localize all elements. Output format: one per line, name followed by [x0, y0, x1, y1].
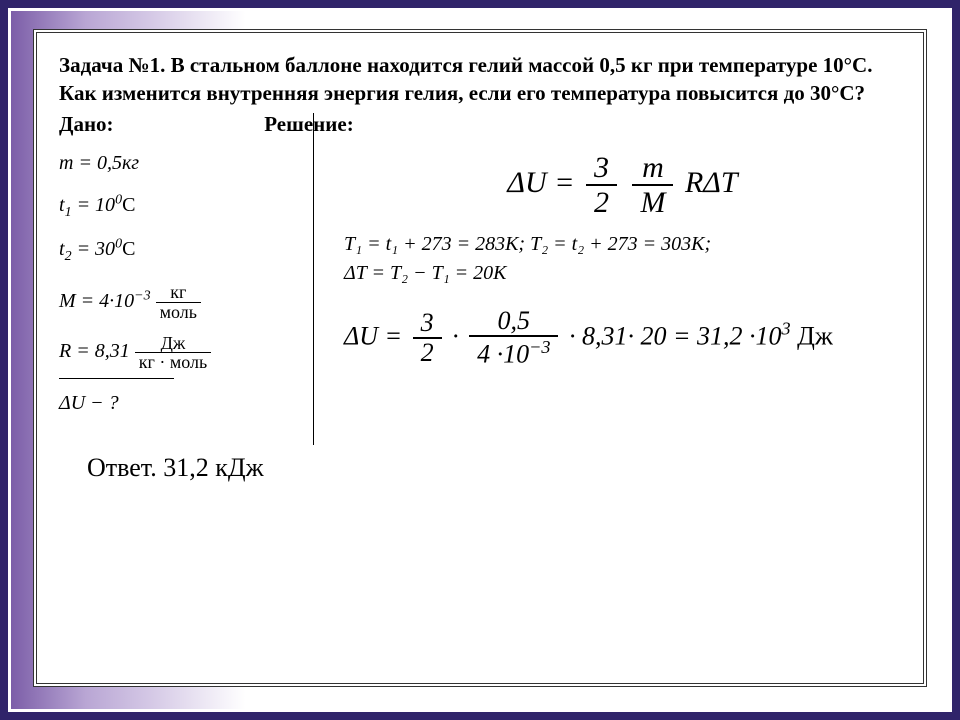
fraction-3-2: 3 2: [586, 151, 617, 219]
problem-statement: Задача №1. В стальном баллоне находится …: [59, 51, 901, 108]
given-t1: t1 = 100С: [59, 185, 289, 227]
find-row: ΔU − ?: [59, 383, 289, 423]
given-label: Дано:: [59, 112, 259, 137]
solution-label: Решение:: [264, 112, 353, 136]
main-formula: ΔU = 3 2 m M RΔT: [344, 151, 901, 219]
unit-fraction: Дж кг · моль: [135, 334, 211, 373]
answer-value: 31,2 кДж: [157, 453, 264, 482]
given-divider: [59, 378, 174, 379]
given-column: m = 0,5кг t1 = 100С t2 = 300С M = 4·10−3…: [59, 143, 314, 426]
vertical-separator: [313, 113, 315, 446]
work-area: m = 0,5кг t1 = 100С t2 = 300С M = 4·10−3…: [59, 143, 901, 426]
fraction-3-2-final: 3 2: [413, 309, 442, 368]
fraction-mass-molar: 0,5 4 ·10−3: [469, 307, 558, 370]
unit-fraction: кг моль: [156, 283, 201, 322]
given-m: m = 0,5кг: [59, 143, 289, 183]
problem-number: Задача №1.: [59, 53, 165, 77]
decorative-frame: Задача №1. В стальном баллоне находится …: [8, 8, 952, 712]
final-calculation: ΔU = 3 2 · 0,5 4 ·10−3 · 8,31· 20 = 31,2…: [344, 307, 901, 370]
given-gas-constant: R = 8,31 Дж кг · моль: [59, 331, 289, 372]
temp-conversion-line: T₁ = t₁ + 273 = 283K; T₂ = t₂ + 273 = 30…: [344, 233, 901, 256]
problem-card: Задача №1. В стальном баллоне находится …: [33, 29, 927, 687]
delta-t-line: ΔT = T₂ − T₁ = 20K: [344, 262, 901, 285]
fraction-m-M: m M: [632, 151, 673, 219]
given-molar-mass: M = 4·10−3 кг моль: [59, 281, 289, 322]
problem-text: В стальном баллоне находится гелий массо…: [59, 53, 872, 105]
answer-line: Ответ. 31,2 кДж: [87, 453, 901, 483]
given-t2: t2 = 300С: [59, 229, 289, 271]
solution-column: ΔU = 3 2 m M RΔT T₁ = t₁ + 273 = 283K; T…: [314, 143, 901, 426]
answer-label: Ответ.: [87, 453, 157, 482]
headers-row: Дано: Решение:: [59, 112, 901, 137]
